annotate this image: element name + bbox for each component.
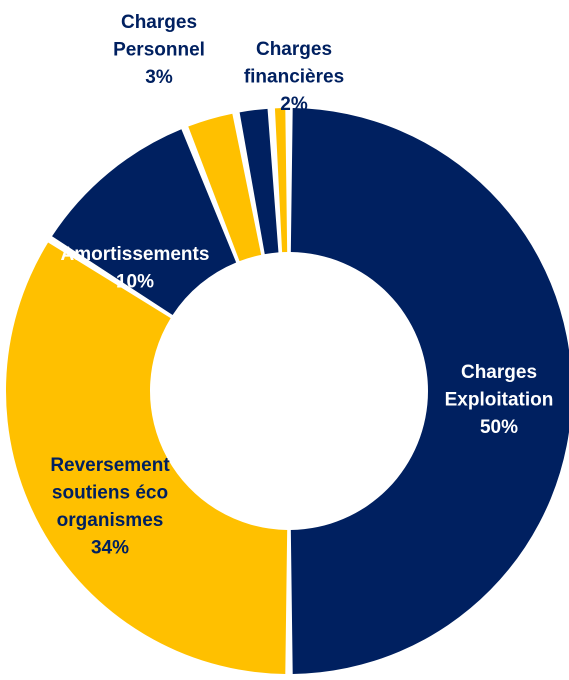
slice-label-line: Personnel — [113, 40, 205, 61]
donut-slice — [5, 242, 288, 674]
slice-label-line: Amortissements — [61, 244, 210, 265]
slice-label-line: 3% — [145, 67, 173, 88]
slice-label: Amortissements 10% — [61, 244, 210, 293]
donut-slices — [5, 108, 569, 674]
donut-slice — [239, 108, 279, 255]
slice-label-line: 50% — [480, 417, 518, 438]
slice-label-line: Reversement — [50, 455, 170, 476]
slice-label: Charges financières 2% — [244, 39, 344, 115]
slice-label-line: 34% — [91, 538, 129, 559]
donut-slice — [52, 129, 237, 315]
slice-label-line: Exploitation — [445, 390, 554, 411]
slice-label: Reversement soutiens éco organismes 34% — [50, 455, 170, 559]
slice-label-line: Charges — [256, 39, 332, 60]
donut-slice — [290, 108, 569, 674]
slice-label-line: Charges — [461, 362, 537, 383]
slice-label-line: organismes — [57, 510, 164, 531]
slice-label-line: financières — [244, 67, 344, 88]
slice-label-line: Charges — [121, 12, 197, 33]
slice-label-line: 2% — [280, 94, 308, 115]
donut-slice — [188, 113, 262, 262]
slice-label-line: soutiens éco — [52, 483, 168, 504]
donut-slice — [274, 108, 288, 253]
donut-labels: Charges Exploitation 50% Reversement soutien… — [50, 12, 553, 559]
slice-label-line: 10% — [116, 272, 154, 293]
slice-label: Charges Personnel 3% — [113, 12, 205, 88]
slice-label: Charges Exploitation 50% — [445, 362, 554, 438]
